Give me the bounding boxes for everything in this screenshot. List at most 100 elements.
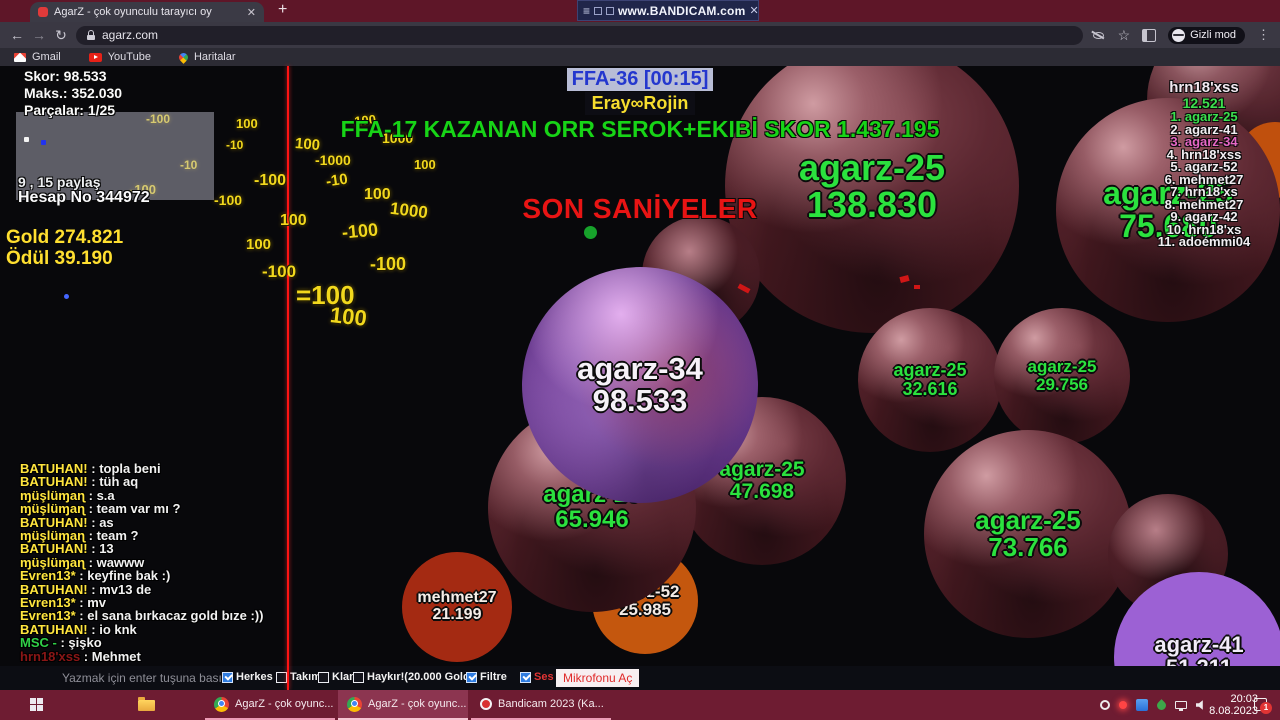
player-name-banner: Eray∞Rojin	[0, 92, 1280, 115]
chat-option-herkes[interactable]: Herkes	[222, 671, 273, 683]
lock-icon	[87, 30, 95, 40]
taskbar-task-agarz-1[interactable]: AgarZ - çok oyunc...	[205, 690, 335, 720]
incognito-label: Gizli mod	[1190, 29, 1236, 41]
chat-message: Evren13* : keyfine bak :)	[20, 568, 171, 584]
tray-app-icon[interactable]	[1155, 698, 1168, 712]
max-score-text: Maks.: 352.030	[24, 85, 123, 101]
side-panel-icon[interactable]	[1142, 28, 1157, 42]
checkbox-icon[interactable]	[353, 671, 364, 683]
back-icon[interactable]: ←	[10, 27, 24, 43]
checkbox-checked-icon[interactable]	[466, 671, 477, 683]
bandicam-tool-icon	[594, 6, 603, 15]
gold-popup: -1000	[315, 152, 351, 168]
forward-icon[interactable]: →	[32, 27, 46, 43]
network-icon[interactable]	[1175, 701, 1187, 711]
tab-close-icon[interactable]: ✕	[246, 6, 256, 19]
chat-text: keyfine bak :)	[87, 568, 171, 584]
tray-app-icon[interactable]	[1136, 699, 1148, 711]
cell-score: 21.199	[432, 606, 482, 623]
cell-score: 47.698	[729, 480, 795, 503]
cell-agarz25-73766: agarz-25 73.766	[924, 430, 1132, 638]
chat-message: BATUHAN! : 13	[20, 541, 114, 557]
cell-name: agarz-25	[719, 458, 805, 482]
chat-option-takim[interactable]: Takım	[276, 671, 321, 683]
gold-popup: 100	[364, 186, 391, 203]
checkbox-checked-icon[interactable]	[222, 671, 233, 683]
minimap-other-dot	[41, 140, 46, 145]
score-text: Skor: 98.533	[24, 68, 107, 84]
checkbox-icon[interactable]	[276, 671, 287, 683]
chat-option-filtre[interactable]: Filtre	[466, 671, 507, 683]
reward-text: Ödül 39.190	[6, 248, 113, 269]
tab-favicon	[38, 7, 48, 17]
countdown-text: SON SANİYELER	[522, 193, 758, 224]
chat-author: BATUHAN!	[20, 474, 88, 490]
gold-popup: -10	[226, 138, 244, 152]
chat-message: BATUHAN! : mv13 de	[20, 581, 152, 597]
file-explorer-icon[interactable]	[138, 697, 155, 711]
leaderboard-entry: 5. agarz-52	[1170, 159, 1238, 174]
taskbar-task-agarz-2[interactable]: AgarZ - çok oyunc...	[338, 690, 468, 720]
bandicam-menu-icon[interactable]: ≡	[583, 3, 591, 18]
cell-name: agarz-25	[1027, 357, 1097, 377]
volume-icon[interactable]	[1196, 700, 1203, 710]
recording-indicator-icon[interactable]	[1119, 701, 1127, 709]
gold-popup: -100	[146, 112, 171, 126]
leaderboard-entry: 9. agarz-42	[1170, 209, 1238, 224]
chat-text: el sana bırkacaz gold bıze :))	[87, 608, 264, 624]
gold-popup: -100	[254, 172, 287, 189]
record-ring-icon[interactable]	[1100, 700, 1110, 710]
bookmark-youtube[interactable]: YouTube	[88, 51, 151, 63]
leaderboard-entry: 1. agarz-25	[1170, 109, 1238, 124]
taskbar: AgarZ - çok oyunc... AgarZ - çok oyunc..…	[0, 690, 1280, 720]
gold-popup: 100	[280, 212, 307, 229]
game-canvas[interactable]: agarz-25 138.830 agarz-25 75.680 agarz-2…	[0, 66, 1280, 666]
chat-author: BATUHAN!	[20, 461, 88, 476]
eye-off-icon[interactable]	[1091, 28, 1106, 42]
bookmark-gmail[interactable]: Gmail	[14, 51, 61, 63]
chat-text: as	[99, 514, 114, 530]
chat-text: team var mı ?	[96, 501, 181, 517]
incognito-badge[interactable]: Gizli mod	[1168, 26, 1245, 44]
taskbar-task-bandicam[interactable]: Bandicam 2023 (Ka...	[471, 690, 611, 720]
tab-title: AgarZ - çok oyunculu tarayıcı oy	[54, 6, 212, 18]
taskbar-clock[interactable]: 20:03 8.08.2023	[1200, 693, 1258, 717]
bookmark-star-icon[interactable]: ☆	[1117, 27, 1131, 43]
leaderboard-entry: 10. hrn18'xs	[1166, 221, 1242, 237]
chat-option-haykir[interactable]: Haykır!(20.000 Gold)	[353, 671, 473, 683]
start-button[interactable]	[30, 698, 43, 711]
chat-input[interactable]	[60, 668, 234, 688]
bandicam-banner[interactable]: ≡ www.BANDICAM.com ✕	[577, 0, 759, 21]
bandicam-record-icon	[480, 698, 492, 710]
cell-score: 32.616	[902, 379, 958, 399]
gold-popup: =100	[296, 280, 355, 310]
chat-option-klan[interactable]: Klan	[318, 671, 356, 683]
cell-agarz34-98533: agarz-34 98.533	[522, 267, 758, 503]
new-tab-button[interactable]: +	[278, 1, 288, 18]
cell-name: agarz-25	[975, 504, 1081, 535]
address-bar[interactable]: agarz.com	[76, 25, 1083, 45]
browser-tab[interactable]: AgarZ - çok oyunculu tarayıcı oy ✕	[30, 2, 264, 22]
reload-icon[interactable]: ↻	[55, 26, 67, 43]
chat-message: Evren13* : el sana bırkacaz gold bıze :)…	[20, 608, 264, 624]
browser-menu-icon[interactable]: ⋮	[1257, 27, 1270, 42]
checkbox-checked-icon[interactable]	[520, 671, 531, 683]
clock-time: 20:03	[1230, 693, 1258, 705]
chat-message: MSC - : şişko	[20, 635, 102, 651]
cell-name: agarz-25	[798, 146, 946, 188]
chat-text: tüh aq	[99, 474, 139, 490]
leaderboard-top-score: 12.521	[1182, 95, 1226, 111]
chat-author: ɱüşlüɱaɳ	[20, 554, 86, 570]
minimap	[16, 112, 214, 200]
bandicam-close-icon[interactable]: ✕	[749, 5, 759, 17]
cell-agarz25-32616: agarz-25 32.616	[858, 308, 1002, 452]
chat-message: BATUHAN! : tüh aq	[20, 474, 139, 490]
gold-popup: -100	[130, 182, 157, 197]
chrome-icon	[214, 696, 229, 712]
leaderboard-entry: 2. agarz-41	[1170, 121, 1238, 137]
gold-popup: 1000	[382, 130, 414, 146]
microphone-button[interactable]: Mikrofonu Aç	[556, 669, 640, 687]
bookmark-maps[interactable]: Haritalar	[177, 50, 236, 64]
checkbox-icon[interactable]	[318, 671, 329, 683]
chat-option-ses[interactable]: Ses	[520, 671, 554, 683]
